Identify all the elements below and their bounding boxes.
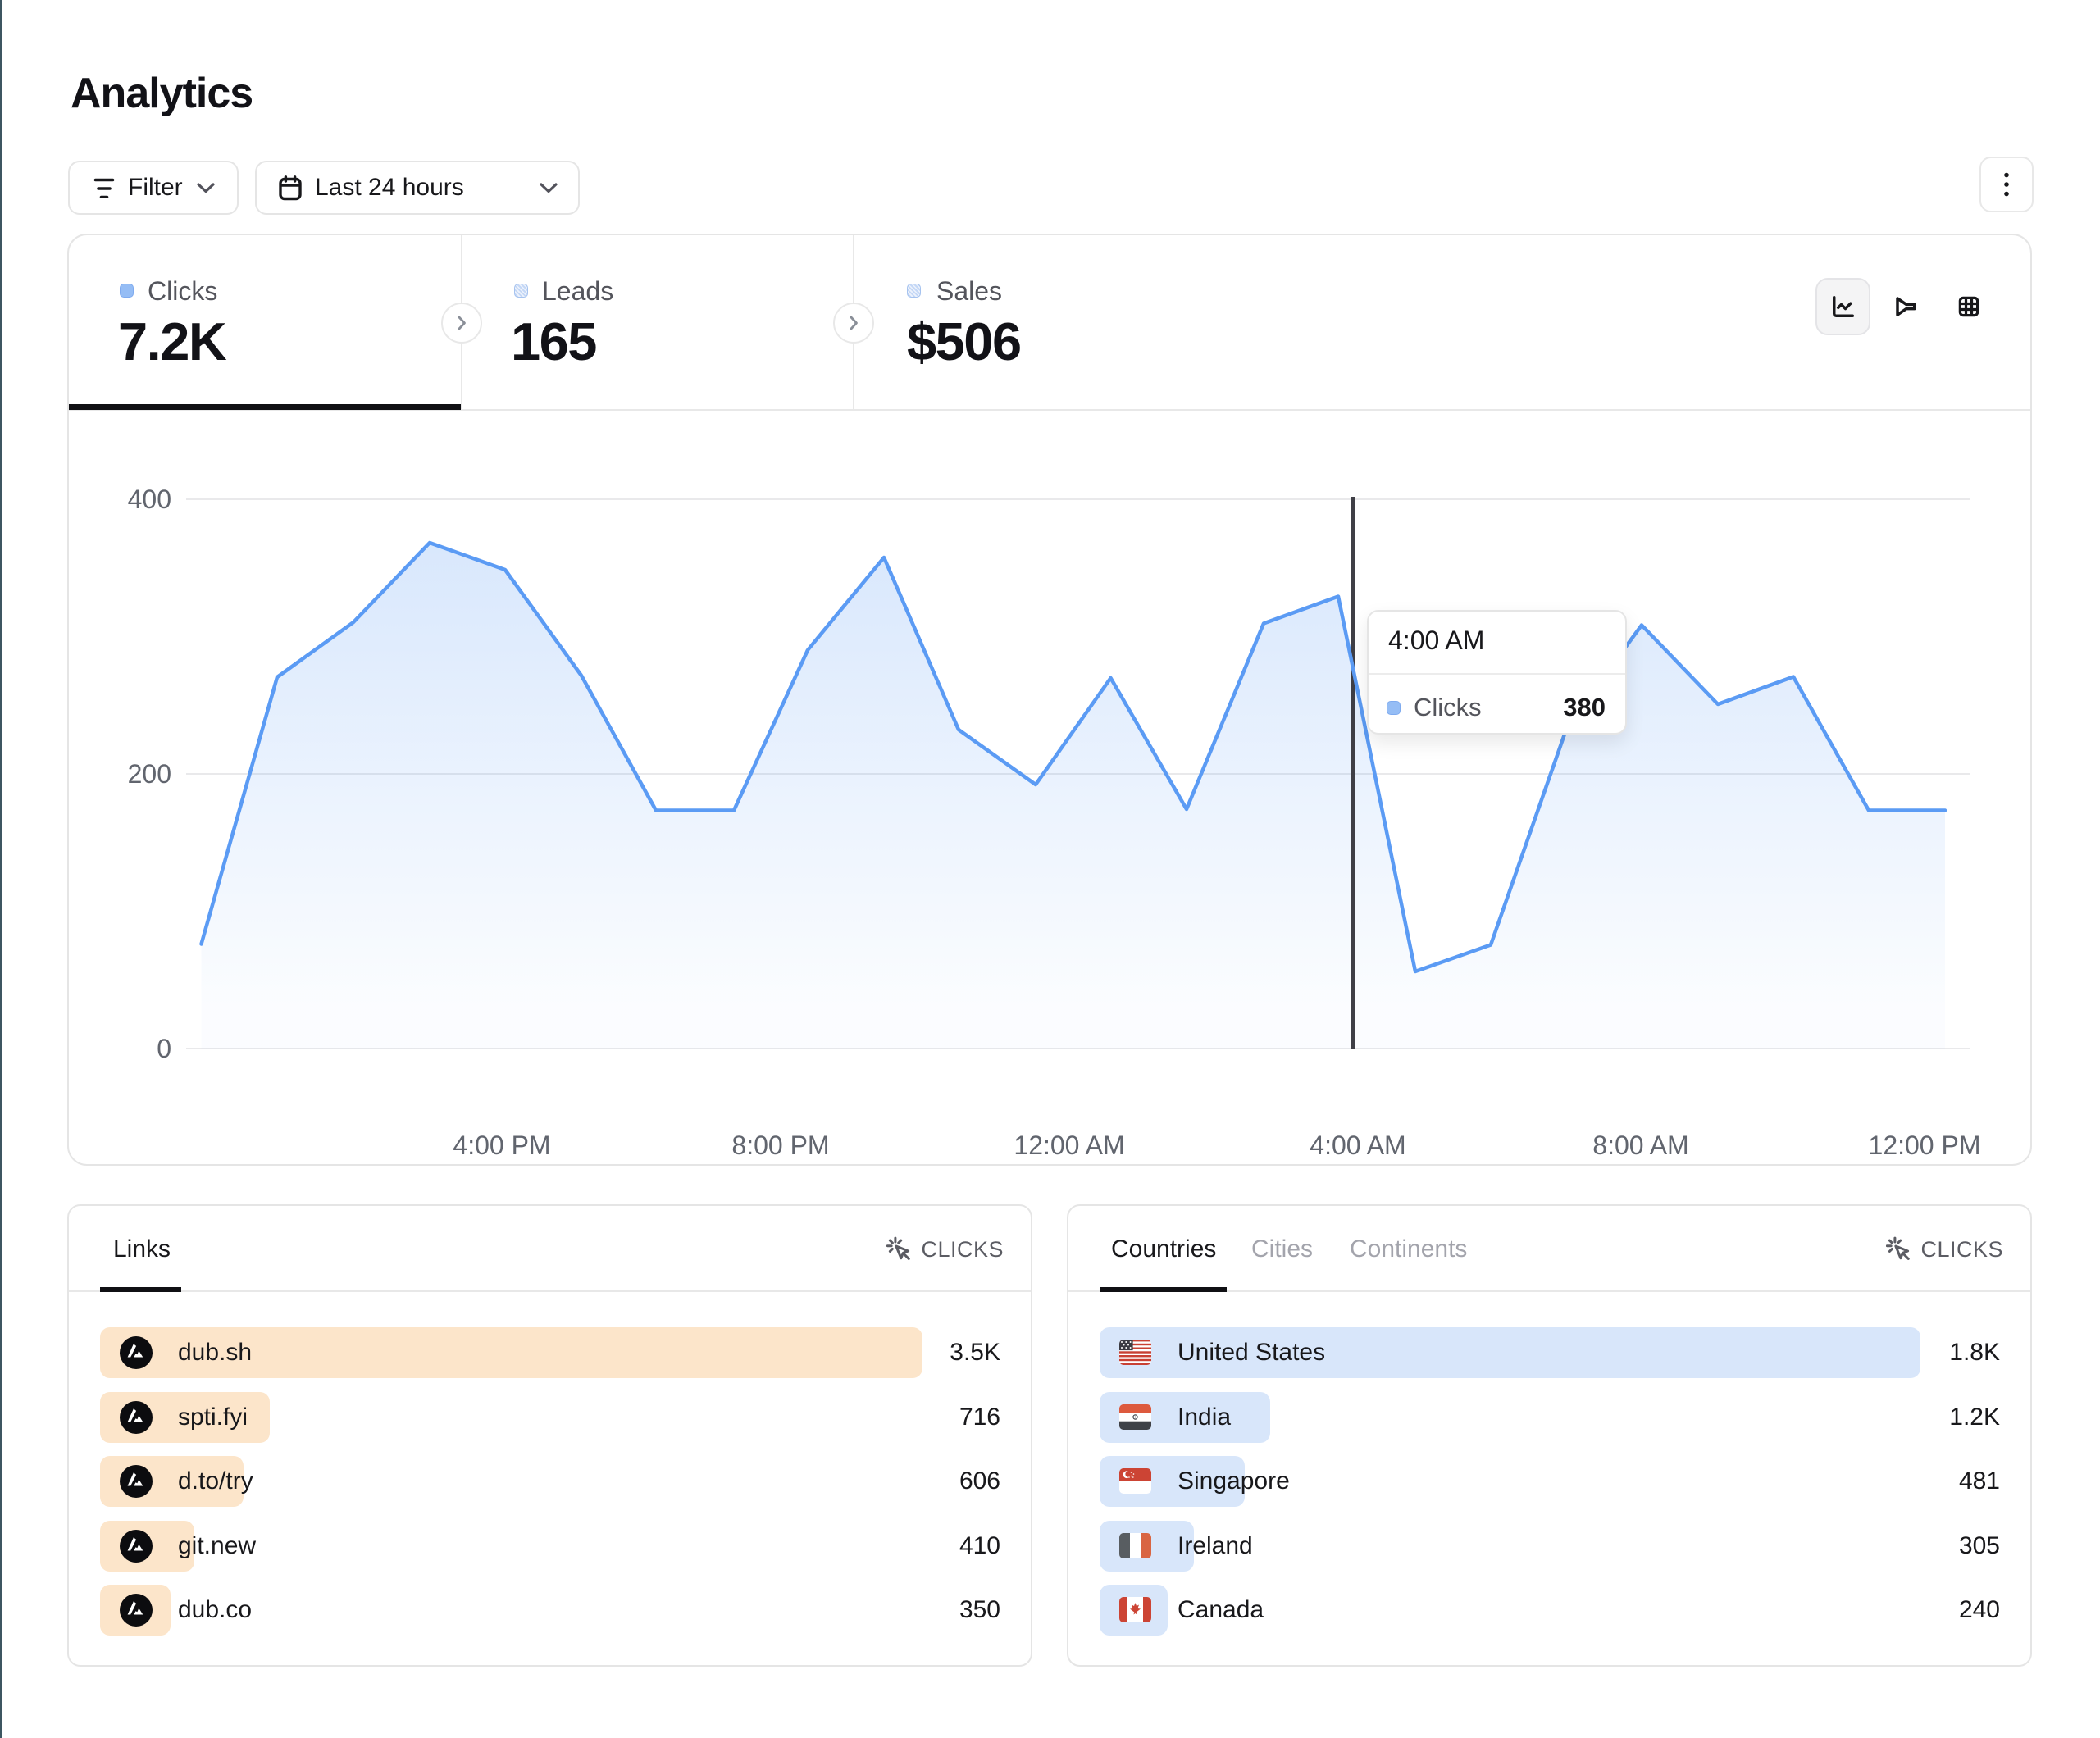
svg-text:12:00 AM: 12:00 AM — [1014, 1131, 1124, 1160]
svg-text:8:00 AM: 8:00 AM — [1592, 1131, 1688, 1160]
svg-text:0: 0 — [157, 1034, 171, 1063]
svg-text:400: 400 — [128, 485, 171, 514]
svg-text:4:00 PM: 4:00 PM — [453, 1131, 550, 1160]
svg-text:200: 200 — [128, 759, 171, 789]
svg-text:12:00 PM: 12:00 PM — [1869, 1131, 1981, 1160]
svg-text:8:00 PM: 8:00 PM — [731, 1131, 829, 1160]
svg-text:4:00 AM: 4:00 AM — [1310, 1131, 1405, 1160]
